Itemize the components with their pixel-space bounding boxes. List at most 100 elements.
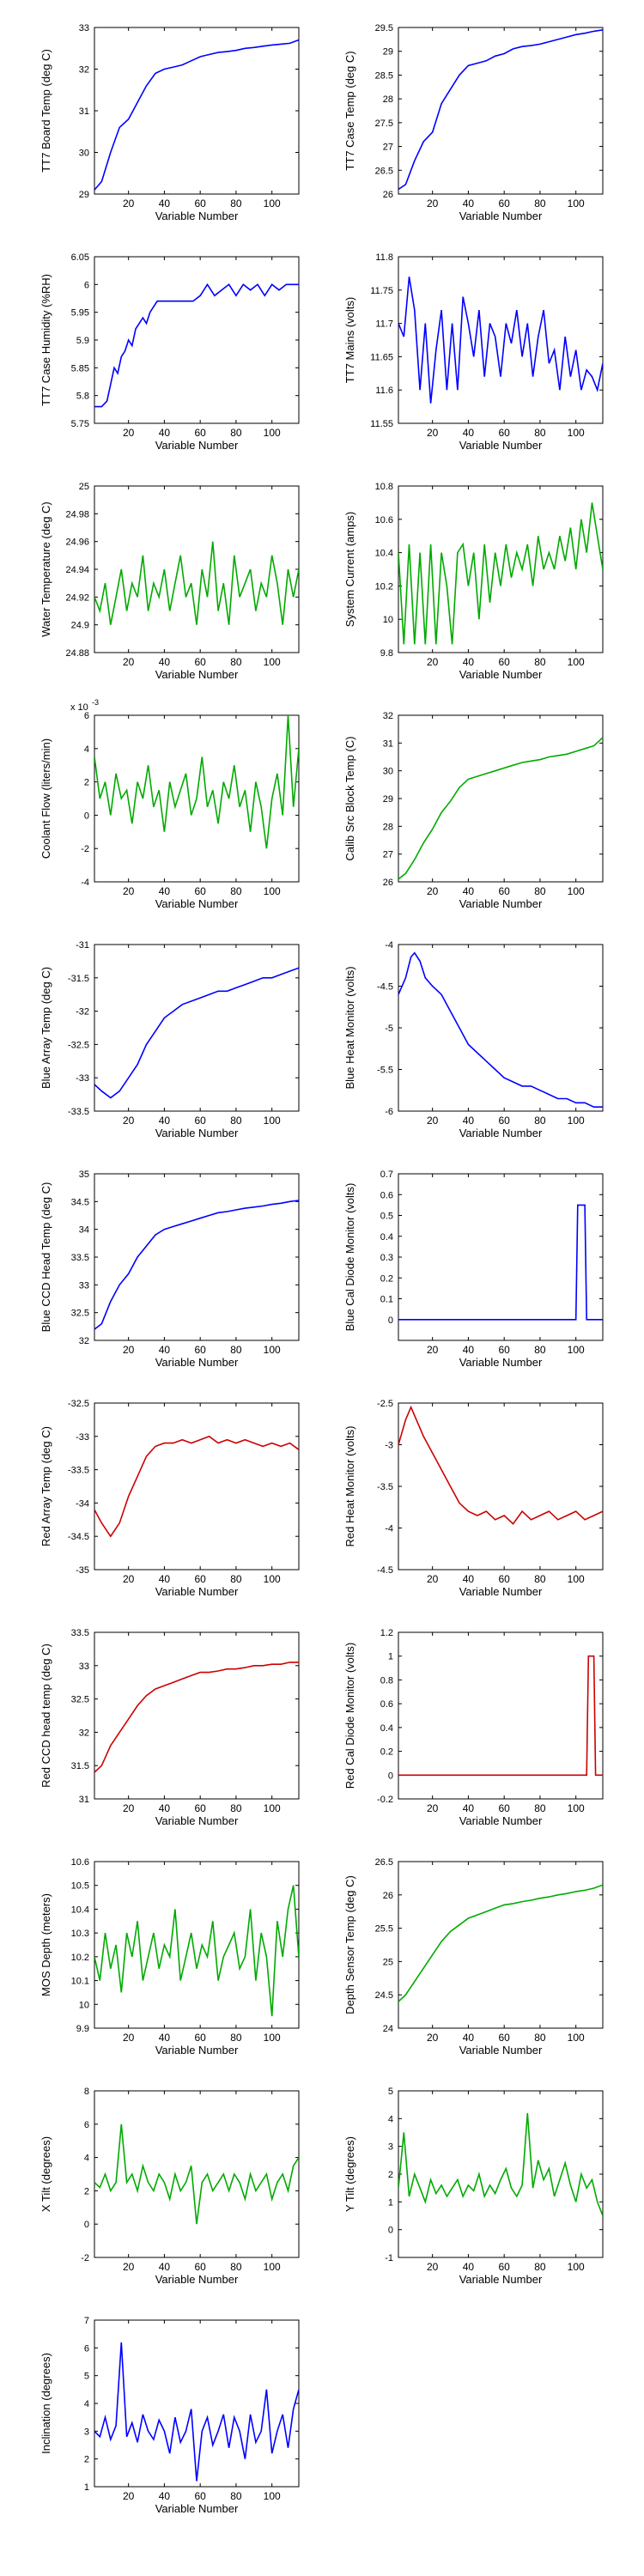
y-tick-label: 32 [383,711,393,721]
panel-6: 20 40 60 80 100 9.8 10 10.2 10.4 10.6 10.8 Variable… [343,482,604,681]
x-tick-label: 20 [427,2032,439,2044]
x-tick-label: 80 [230,197,242,210]
axes-box [398,714,604,883]
y-tick-label: 31.5 [71,1761,89,1771]
y-tick-label: 10.5 [71,1881,89,1892]
x-tick-label: 100 [264,2261,281,2273]
y-tick-label: 0.4 [380,1232,393,1242]
y-tick-label: 1.2 [380,1628,393,1638]
y-tick-label: 11.55 [370,419,393,429]
axes-box [94,1631,300,1800]
series-line [398,1204,603,1321]
axes-box [398,1173,604,1341]
x-tick-label: 60 [498,885,510,897]
y-tick-label: -33.5 [68,1107,89,1117]
panel-5: 20 40 60 80 100 24.88 24.9 24.92 24.94 24.96 24.98… [39,482,300,681]
panel-3: 20 40 60 80 100 5.75 5.8 5.85 5.9 5.95 6 6.05 Variab… [39,252,300,452]
y-tick-label: 0.3 [380,1253,393,1263]
y-tick-label: 0.1 [380,1295,393,1305]
x-tick-label: 80 [534,2261,546,2273]
series-line [94,2342,299,2482]
y-tick-label: -32 [76,1007,89,1018]
x-axis-label: Variable Number [459,2044,543,2057]
y-tick-label: 7 [84,2316,89,2326]
x-tick-label: 100 [568,1115,585,1127]
y-tick-label: 10.2 [71,1953,89,1963]
y-tick-label: 4 [84,744,89,755]
x-tick-label: 40 [159,2032,171,2044]
x-tick-label: 20 [123,2261,135,2273]
x-tick-label: 40 [159,427,171,439]
x-tick-label: 20 [427,656,439,668]
y-tick-label: 10.4 [375,549,393,559]
x-tick-label: 60 [498,1115,510,1127]
y-axis-label: TT7 Case Temp (deg C) [343,51,356,170]
axes-box [398,1861,604,2029]
x-tick-label: 60 [194,2261,206,2273]
y-tick-label: 3 [388,2142,393,2153]
x-tick-label: 60 [498,1802,510,1814]
y-tick-label: 9.8 [380,648,393,659]
y-tick-label: 10 [79,2000,89,2010]
x-tick-label: 100 [264,1344,281,1356]
y-axis-label: Inclination (degrees) [39,2353,52,2454]
x-tick-label: 100 [568,885,585,897]
x-tick-label: 60 [498,2261,510,2273]
x-axis-label: Variable Number [155,2502,239,2515]
y-tick-label: 32 [79,1728,89,1738]
y-tick-label: 26 [383,878,393,888]
x-tick-label: 20 [427,1802,439,1814]
x-tick-label: 100 [568,1802,585,1814]
panel-7: 20 40 60 80 100 -4 -2 0 2 4 6x 10 -3 Variable Number… [39,698,300,910]
y-tick-label: 24.96 [65,538,89,548]
x-tick-label: 80 [230,1573,242,1585]
x-tick-label: 100 [568,427,585,439]
panel-11: 20 40 60 80 100 32 32.5 33 33.5 34 34.5 35 Variable … [39,1170,300,1369]
x-tick-label: 80 [534,1802,546,1814]
y-tick-label: 24.88 [65,648,89,659]
x-tick-label: 100 [264,1115,281,1127]
y-tick-label: 35 [79,1170,89,1180]
x-tick-label: 20 [427,1344,439,1356]
x-tick-label: 40 [159,2490,171,2502]
panel-20: 20 40 60 80 100 -1 0 1 2 3 4 5 Variable Number Y Tilt… [343,2087,604,2286]
y-tick-label: 2 [388,2170,393,2180]
x-tick-label: 60 [194,2490,206,2502]
axes-box [398,2090,604,2258]
x-tick-label: 20 [427,2261,439,2273]
y-axis-label: Blue CCD Head Temp (deg C) [39,1182,52,1333]
y-axis-label: Red Cal Diode Monitor (volts) [343,1643,356,1789]
x-axis-label: Variable Number [155,1127,239,1139]
x-tick-label: 60 [498,656,510,668]
y-tick-label: 4 [388,2114,393,2124]
y-tick-label: 11.6 [375,386,393,396]
x-axis-label: Variable Number [459,668,543,681]
x-tick-label: 60 [194,197,206,210]
y-tick-label: 34.5 [71,1197,89,1207]
series-line [398,29,603,191]
y-tick-label: 2 [84,2186,89,2196]
y-tick-label: 29.5 [375,23,393,33]
y-axis-label: TT7 Board Temp (deg C) [39,49,52,173]
series-line [94,1662,299,1773]
x-tick-label: 80 [534,1344,546,1356]
y-tick-label: 6 [84,2343,89,2354]
x-tick-label: 100 [264,427,281,439]
x-tick-label: 40 [463,656,475,668]
y-tick-label: 5.85 [71,363,89,374]
y-tick-label: 5.8 [76,392,89,402]
y-tick-label: -32.5 [68,1040,89,1050]
x-tick-label: 80 [230,2261,242,2273]
x-tick-label: 80 [534,197,546,210]
y-tick-label: -4.5 [377,1565,393,1576]
y-tick-label: -2.5 [377,1399,393,1409]
x-tick-label: 80 [534,885,546,897]
y-axis-label: Depth Sensor Temp (deg C) [343,1875,356,2014]
axes-box [94,1173,300,1341]
x-tick-label: 80 [230,2032,242,2044]
x-tick-label: 20 [123,197,135,210]
x-tick-label: 20 [123,656,135,668]
y-tick-label: 33.5 [71,1253,89,1263]
x-tick-label: 100 [264,1802,281,1814]
